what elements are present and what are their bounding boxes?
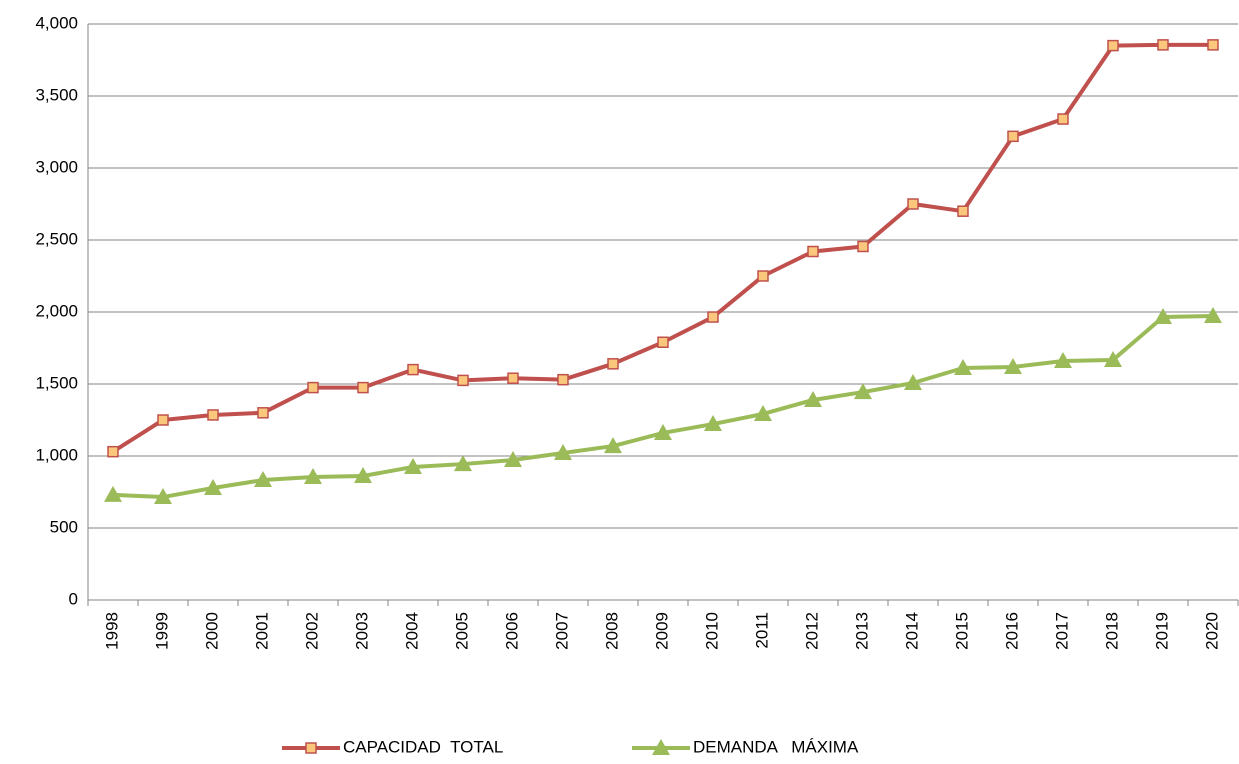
marker [1057,113,1069,125]
marker [754,404,772,421]
x-tick-label: 2002 [302,612,321,650]
marker [954,359,972,376]
legend-marker [305,742,317,754]
x-tick-label: 2010 [702,612,721,650]
y-tick-label: 1,000 [35,445,78,464]
marker [557,373,569,386]
x-tick-label: 2013 [852,612,871,650]
marker [457,374,469,387]
x-tick-label: 2003 [352,612,371,650]
marker [504,451,522,468]
marker [107,445,119,458]
y-tick-label: 2,000 [35,301,78,320]
marker [354,467,372,484]
x-tick-label: 2004 [402,612,421,650]
marker [1107,39,1119,52]
marker [604,437,622,454]
marker [607,358,619,370]
x-tick-label: 1999 [152,612,171,650]
x-tick-label: 2007 [552,612,571,650]
marker [807,245,819,258]
marker [257,407,269,419]
marker [904,373,922,390]
marker [1204,307,1222,324]
legend-marker [652,739,670,755]
y-tick-label: 3,500 [35,85,78,104]
marker [154,488,172,505]
marker [357,381,369,394]
series-line [111,42,1213,454]
x-tick-label: 2017 [1052,612,1071,650]
marker [854,383,872,400]
legend-label: CAPACIDAD TOTAL [343,737,503,756]
x-tick-label: 2016 [1002,612,1021,650]
legend-label: DEMANDA MÁXIMA [693,737,859,756]
y-tick-label: 1,500 [35,373,78,392]
marker [907,198,919,210]
marker [407,363,419,376]
x-tick-label: 2008 [602,612,621,650]
x-tick-label: 2018 [1102,612,1121,650]
x-tick-label: 2000 [202,612,221,650]
y-tick-label: 4,000 [35,13,78,32]
marker [404,457,422,474]
marker [1054,351,1072,368]
marker [157,414,169,426]
marker [654,423,672,440]
marker [254,471,272,488]
marker [307,381,319,394]
y-tick-label: 3,000 [35,157,78,176]
y-tick-label: 0 [69,589,78,608]
x-tick-label: 2006 [502,612,521,650]
marker [1154,308,1172,325]
marker [454,455,472,472]
x-tick-label: 2005 [452,612,471,650]
x-tick-label: 2014 [902,612,921,650]
marker [1157,39,1169,51]
marker [1207,39,1219,51]
marker [554,443,572,460]
marker [657,336,669,348]
marker [707,311,719,323]
marker [957,205,969,217]
x-tick-label: 2009 [652,612,671,650]
x-tick-label: 2012 [802,612,821,650]
x-tick-label: 2020 [1202,612,1221,650]
marker [1004,358,1022,375]
x-tick-label: 2001 [252,612,271,650]
marker [804,390,822,407]
y-tick-label: 2,500 [35,229,78,248]
marker [704,415,722,432]
marker [857,240,869,253]
x-tick-label: 2015 [952,612,971,650]
marker [507,372,519,384]
marker [757,270,769,282]
marker [104,485,122,502]
x-tick-label: 2019 [1152,612,1171,650]
marker [204,478,222,495]
marker [1104,350,1122,367]
x-tick-label: 1998 [102,612,121,650]
marker [207,409,219,421]
marker [1007,130,1019,143]
x-tick-label: 2011 [752,612,771,649]
y-tick-label: 500 [50,517,78,536]
marker [304,468,322,485]
